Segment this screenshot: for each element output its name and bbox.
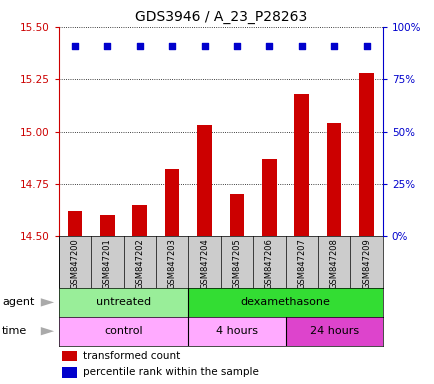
Bar [326, 123, 341, 236]
Text: percentile rank within the sample: percentile rank within the sample [83, 367, 258, 377]
Bar [261, 159, 276, 236]
Point [330, 43, 337, 49]
Text: GSM847202: GSM847202 [135, 238, 144, 289]
Text: agent: agent [2, 297, 34, 308]
Point [362, 43, 369, 49]
Point [201, 43, 207, 49]
Text: GSM847207: GSM847207 [296, 238, 306, 289]
Point [136, 43, 143, 49]
Bar [285, 317, 382, 346]
Text: control: control [104, 326, 142, 336]
Text: 4 hours: 4 hours [215, 326, 257, 336]
Text: GSM847201: GSM847201 [102, 238, 112, 289]
Text: GSM847209: GSM847209 [361, 238, 370, 289]
Polygon shape [41, 327, 54, 335]
Text: GSM847204: GSM847204 [200, 238, 209, 289]
Bar [62, 367, 76, 377]
Polygon shape [41, 298, 54, 306]
Bar [100, 215, 115, 236]
Title: GDS3946 / A_23_P28263: GDS3946 / A_23_P28263 [135, 10, 306, 25]
Bar [67, 211, 82, 236]
Point [265, 43, 272, 49]
Bar [229, 194, 244, 236]
Text: 24 hours: 24 hours [309, 326, 358, 336]
Bar [59, 317, 188, 346]
Text: dexamethasone: dexamethasone [240, 297, 330, 308]
Text: GSM847208: GSM847208 [329, 238, 338, 289]
Point [104, 43, 111, 49]
Text: GSM847203: GSM847203 [167, 238, 176, 289]
Text: GSM847206: GSM847206 [264, 238, 273, 289]
Bar [59, 288, 188, 317]
Text: GSM847205: GSM847205 [232, 238, 241, 289]
Text: untreated: untreated [96, 297, 151, 308]
Bar [132, 205, 147, 236]
Point [168, 43, 175, 49]
Text: time: time [2, 326, 27, 336]
Bar [188, 288, 382, 317]
Text: transformed count: transformed count [83, 351, 180, 361]
Bar [62, 351, 76, 361]
Text: GSM847200: GSM847200 [70, 238, 79, 289]
Bar [197, 125, 211, 236]
Point [298, 43, 305, 49]
Bar [164, 169, 179, 236]
Point [233, 43, 240, 49]
Bar [358, 73, 373, 236]
Bar [188, 317, 285, 346]
Point [71, 43, 78, 49]
Bar [294, 94, 309, 236]
